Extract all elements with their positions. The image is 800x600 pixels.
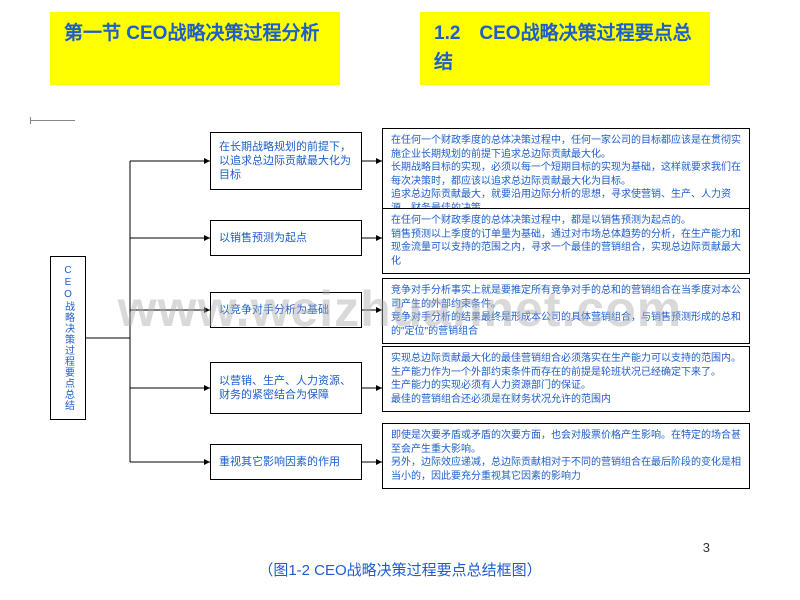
top-rule-decoration xyxy=(30,120,75,121)
detail-box-2: 竞争对手分析事实上就是要推定所有竞争对手的总和的营销组合在当季度对本公司产生的外… xyxy=(382,278,750,344)
mid-box-4: 重视其它影响因素的作用 xyxy=(210,444,362,480)
page-number: 3 xyxy=(703,540,710,555)
header-left-box: 第一节 CEO战略决策过程分析 xyxy=(50,12,340,85)
diagram-area: CEO战略决策过程要点总结 在长期战略规划的前提下，以追求总边际贡献最大化为目标… xyxy=(50,128,750,538)
mid-label-2: 以竞争对手分析为基础 xyxy=(219,303,329,317)
mid-label-4: 重视其它影响因素的作用 xyxy=(219,455,340,469)
mid-label-3: 以营销、生产、人力资源、财务的紧密结合为保障 xyxy=(219,374,353,403)
detail-box-1: 在任何一个财政季度的总体决策过程中，都是以销售预测为起点的。 销售预测以上季度的… xyxy=(382,208,750,274)
header-right-text: 1.2 CEO战略决策过程要点总结 xyxy=(434,23,692,73)
caption: （图1-2 CEO战略决策过程要点总结框图） xyxy=(0,559,800,580)
mid-box-1: 以销售预测为起点 xyxy=(210,220,362,256)
header-right-box: 1.2 CEO战略决策过程要点总结 xyxy=(420,12,710,85)
header-left-text: 第一节 CEO战略决策过程分析 xyxy=(64,23,319,44)
header-row: 第一节 CEO战略决策过程分析 1.2 CEO战略决策过程要点总结 xyxy=(0,0,800,85)
mid-box-0: 在长期战略规划的前提下，以追求总边际贡献最大化为目标 xyxy=(210,132,362,190)
mid-box-2: 以竞争对手分析为基础 xyxy=(210,292,362,328)
detail-box-3: 实现总边际贡献最大化的最佳营销组合必须落实在生产能力可以支持的范围内。生产能力作… xyxy=(382,346,750,412)
detail-box-4: 即使是次要矛盾或矛盾的次要方面，也会对股票价格产生影响。在特定的场合甚至会产生重… xyxy=(382,423,750,489)
mid-label-0: 在长期战略规划的前提下，以追求总边际贡献最大化为目标 xyxy=(219,140,353,183)
mid-label-1: 以销售预测为起点 xyxy=(219,231,307,245)
root-box: CEO战略决策过程要点总结 xyxy=(50,256,86,420)
mid-box-3: 以营销、生产、人力资源、财务的紧密结合为保障 xyxy=(210,362,362,414)
root-label: CEO战略决策过程要点总结 xyxy=(61,265,76,411)
